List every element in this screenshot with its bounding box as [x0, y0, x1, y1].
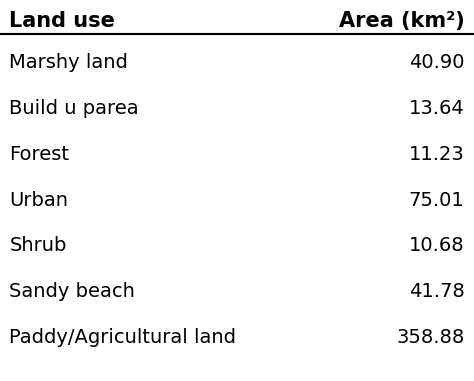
Text: 41.78: 41.78	[409, 282, 465, 301]
Text: 11.23: 11.23	[409, 145, 465, 164]
Text: Paddy/Agricultural land: Paddy/Agricultural land	[9, 328, 237, 347]
Text: Marshy land: Marshy land	[9, 53, 128, 72]
Text: 10.68: 10.68	[409, 236, 465, 255]
Text: Build u parea: Build u parea	[9, 99, 139, 118]
Text: 40.90: 40.90	[409, 53, 465, 72]
Text: 75.01: 75.01	[409, 190, 465, 210]
Text: Forest: Forest	[9, 145, 70, 164]
Text: 358.88: 358.88	[396, 328, 465, 347]
Text: Sandy beach: Sandy beach	[9, 282, 136, 301]
Text: Area (km²): Area (km²)	[339, 11, 465, 31]
Text: Shrub: Shrub	[9, 236, 67, 255]
Text: 13.64: 13.64	[409, 99, 465, 118]
Text: Urban: Urban	[9, 190, 68, 210]
Text: Land use: Land use	[9, 11, 115, 31]
